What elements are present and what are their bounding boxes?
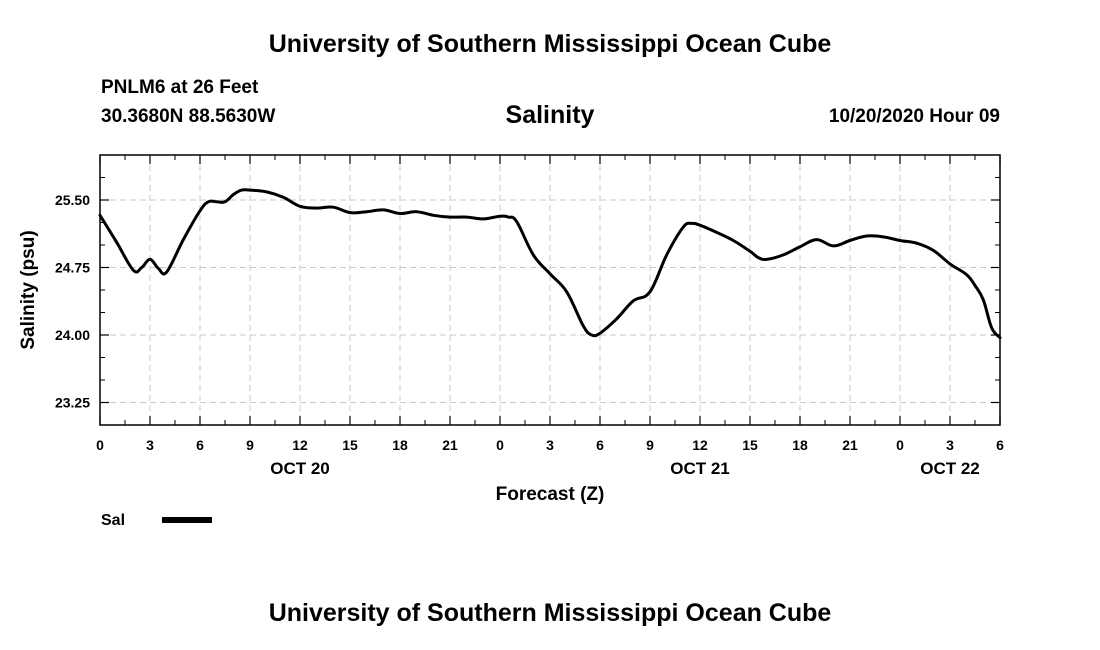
y-axis-title: Salinity (psu)	[18, 230, 39, 349]
chart-title: Salinity	[505, 101, 595, 129]
x-tick-label: 3	[546, 437, 554, 453]
x-tick-label: 12	[692, 437, 708, 453]
x-tick-label: 0	[96, 437, 104, 453]
page-title: University of Southern Mississippi Ocean…	[268, 30, 832, 58]
legend: Sal	[101, 512, 212, 529]
footer-title: University of Southern Mississippi Ocean…	[268, 599, 832, 627]
x-tick-label: 6	[596, 437, 604, 453]
legend-label: Sal	[101, 512, 125, 529]
x-tick-label: 6	[196, 437, 204, 453]
grid	[100, 155, 1000, 425]
day-label: OCT 22	[920, 459, 980, 478]
coordinates-label: 30.3680N 88.5630W	[101, 106, 276, 127]
x-tick-label: 9	[246, 437, 254, 453]
x-tick-label: 12	[292, 437, 308, 453]
y-tick-label: 23.25	[55, 395, 90, 411]
x-tick-label: 15	[342, 437, 358, 453]
axis-labels: 0 3 6 9 12 15 18 21 0 3 6 9 12 15 18 21 0 3 6 23.25 24.00 24.…	[55, 192, 1004, 478]
station-label: PNLM6 at 26 Feet	[101, 77, 259, 98]
datetime-label: 10/20/2020 Hour 09	[828, 106, 1000, 127]
x-axis-title: Forecast (Z)	[496, 484, 605, 505]
x-tick-label: 18	[392, 437, 408, 453]
y-tick-label: 24.00	[55, 327, 90, 343]
x-tick-label: 3	[146, 437, 154, 453]
y-tick-label: 24.75	[55, 260, 90, 276]
x-tick-label: 21	[842, 437, 858, 453]
x-tick-label: 6	[996, 437, 1004, 453]
x-tick-label: 9	[646, 437, 654, 453]
x-tick-label: 3	[946, 437, 954, 453]
axis-ticks	[99, 155, 1001, 425]
x-tick-label: 0	[896, 437, 904, 453]
x-tick-label: 18	[792, 437, 808, 453]
y-tick-label: 25.50	[55, 192, 90, 208]
x-tick-label: 15	[742, 437, 758, 453]
plot-frame	[99, 154, 1001, 426]
x-tick-label: 21	[442, 437, 458, 453]
day-label: OCT 20	[270, 459, 330, 478]
day-label: OCT 21	[670, 459, 730, 478]
x-tick-label: 0	[496, 437, 504, 453]
salinity-series-line	[98, 188, 1002, 340]
